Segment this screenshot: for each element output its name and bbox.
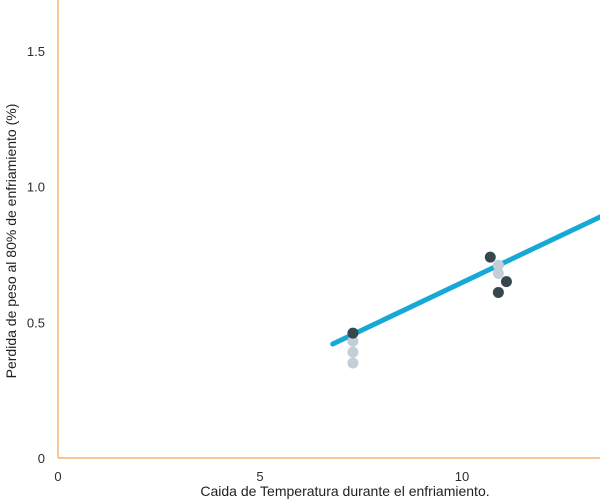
y-tick-label: 1.0	[27, 180, 45, 195]
data-point	[484, 251, 496, 263]
trendline	[330, 214, 600, 347]
data-point	[347, 327, 359, 339]
x-axis-ticks: 0510152025(°C)	[54, 469, 469, 484]
data-point	[492, 286, 504, 298]
data-point	[492, 267, 504, 279]
data-point	[347, 357, 359, 369]
data-point	[347, 335, 359, 347]
data-points	[347, 251, 512, 369]
x-tick-label: 5	[256, 469, 263, 484]
y-axis-ticks: 0 0.5 1.0 1.5	[27, 44, 45, 466]
x-tick-label: 0	[54, 469, 61, 484]
x-axis-title: Caida de Temperatura durante el enfriami…	[200, 483, 489, 499]
y-tick-label: 1.5	[27, 44, 45, 59]
data-point	[347, 346, 359, 358]
data-point	[500, 276, 512, 288]
trendline-group	[330, 214, 600, 347]
data-point	[492, 259, 504, 271]
y-tick-label: 0	[38, 451, 45, 466]
y-axis-title: Perdida de peso al 80% de enfriamiento (…	[3, 104, 19, 379]
axes	[57, 0, 600, 459]
x-tick-label: 10	[455, 469, 469, 484]
y-tick-label: 0.5	[27, 315, 45, 330]
